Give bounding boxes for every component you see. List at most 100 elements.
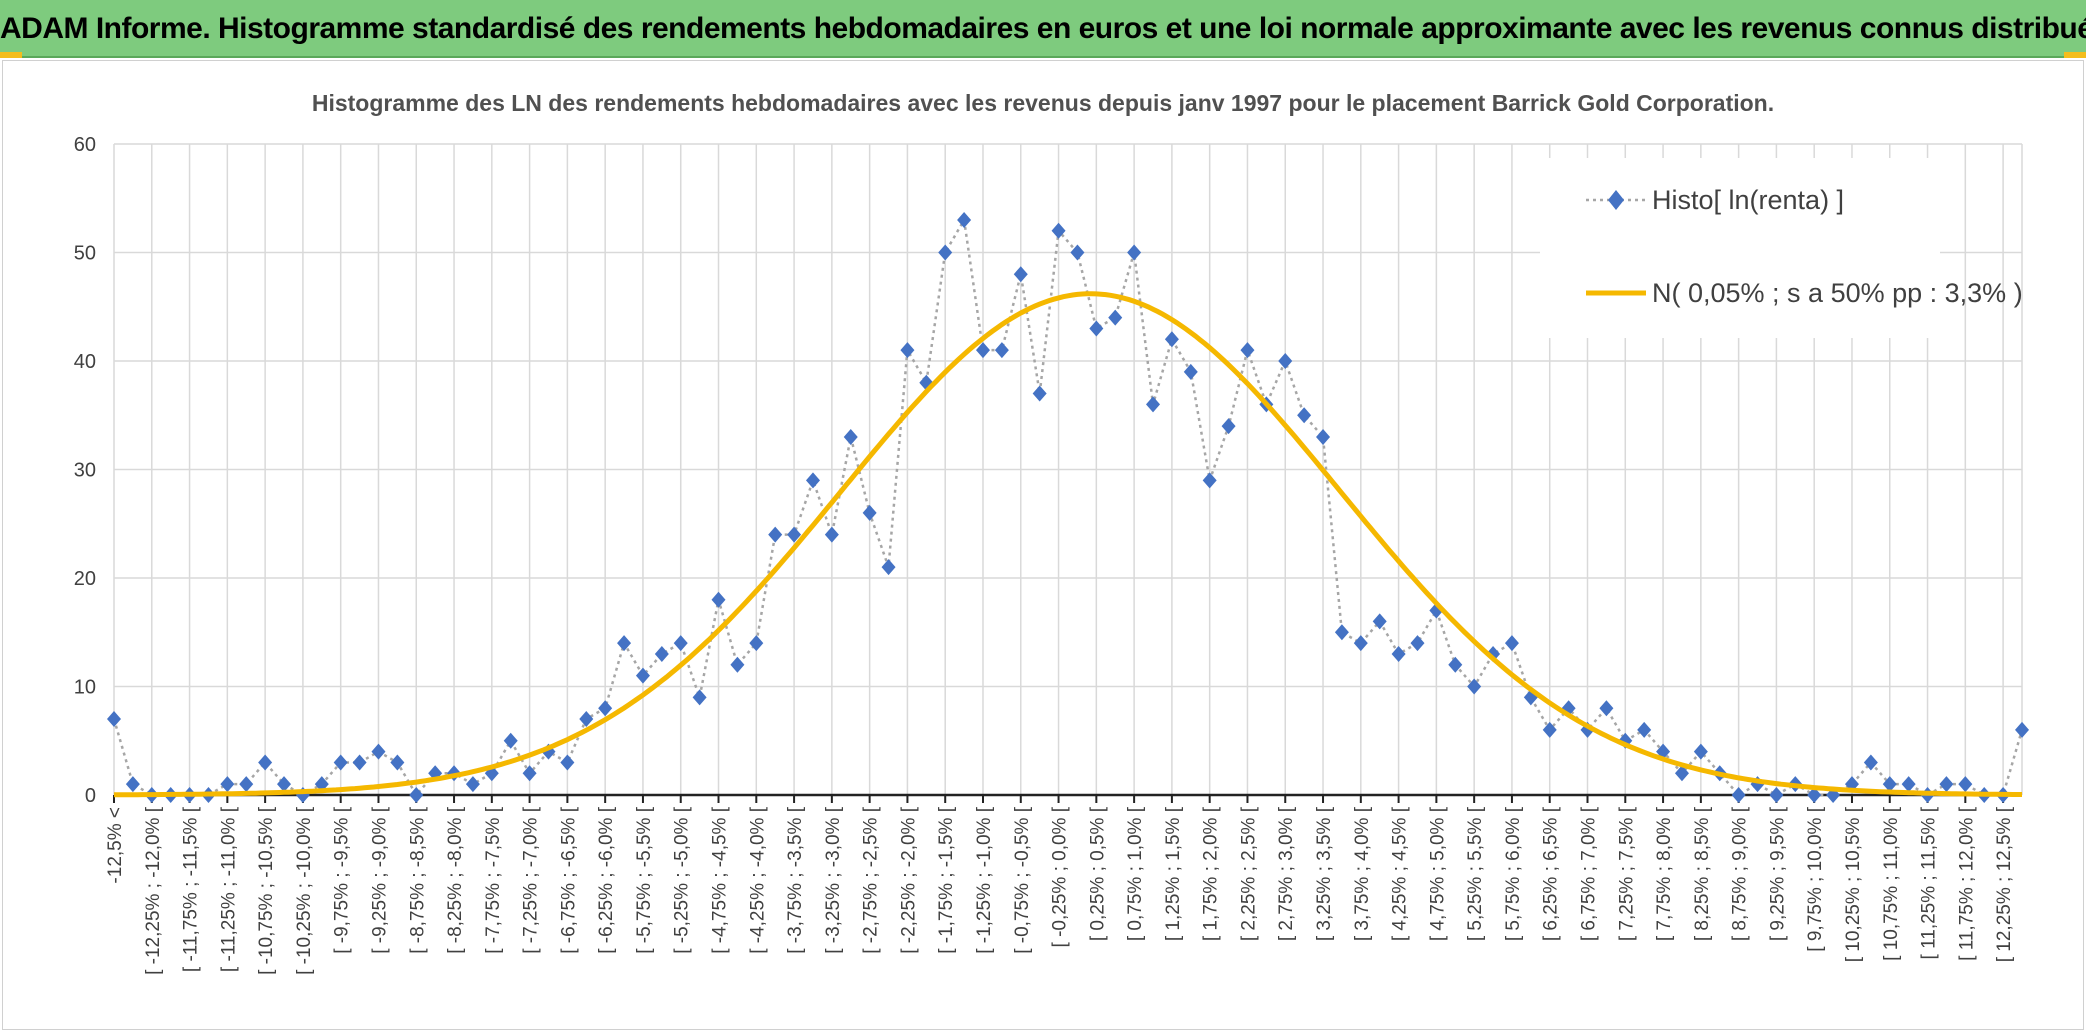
x-tick-label: [ 3,75% ; 4,0% [	[1352, 806, 1373, 941]
histogram-point	[1882, 776, 1897, 793]
histogram-point	[107, 711, 121, 728]
report-title: ADAM Informe. Histogramme standardisé de…	[0, 12, 2086, 45]
x-tick-label: [ 9,75% ; 10,0% [	[1805, 806, 1826, 951]
x-tick-label: [ 6,25% ; 6,5% [	[1541, 806, 1562, 941]
histogram-point	[730, 656, 745, 673]
histogram-point	[1070, 244, 1085, 261]
y-tick-label: 40	[74, 351, 96, 373]
histogram-point	[1542, 721, 1557, 738]
histogram-point	[465, 776, 480, 793]
histogram-point	[1240, 342, 1255, 359]
histogram-point	[1674, 765, 1689, 782]
histogram-point	[503, 732, 518, 749]
histogram-point	[1467, 678, 1482, 695]
histogram-point	[711, 591, 726, 608]
x-tick-label: [ -2,25% ; -2,0% [	[898, 806, 919, 954]
x-tick-label: [ 4,75% ; 5,0% [	[1427, 806, 1448, 941]
histogram-point	[938, 244, 953, 261]
y-tick-label: 10	[74, 677, 96, 699]
x-tick-label: [ 0,75% ; 1,0% [	[1125, 806, 1146, 941]
x-tick-label: [ 8,75% ; 9,0% [	[1730, 806, 1751, 941]
histogram-point	[1164, 331, 1179, 348]
x-tick-label: [ 6,75% ; 7,0% [	[1579, 806, 1600, 941]
histogram-point	[371, 743, 386, 760]
histogram-point	[1334, 624, 1349, 641]
histogram-point	[1410, 635, 1425, 652]
histogram-point	[900, 342, 915, 359]
x-tick-label: [ -1,25% ; -1,0% [	[974, 806, 995, 954]
gridlines	[113, 143, 2023, 795]
histogram-point	[1146, 396, 1161, 413]
histogram-point	[957, 211, 972, 228]
y-tick-label: 20	[74, 568, 96, 590]
histogram-point	[617, 635, 632, 652]
x-tick-label: [ -6,25% ; -6,0% [	[596, 806, 617, 954]
histogram-point	[1939, 776, 1954, 793]
histogram-point	[1599, 700, 1614, 717]
histogram-point	[125, 776, 140, 793]
histogram-point	[579, 711, 594, 728]
y-tick-label: 50	[74, 243, 96, 265]
histogram-point	[1032, 385, 1047, 402]
x-tick-label: [ 5,75% ; 6,0% [	[1503, 806, 1524, 941]
x-tick-label: [ -8,75% ; -8,5% [	[407, 806, 428, 954]
x-tick-label: [ 7,25% ; 7,5% [	[1616, 806, 1637, 941]
x-tick-label: [ 1,75% ; 2,0% [	[1201, 806, 1222, 941]
x-tick-label: [ 0,25% ; 0,5% [	[1087, 806, 1108, 941]
histogram-point	[975, 342, 990, 359]
histogram-point	[409, 787, 424, 803]
x-tick-label: [ -4,75% ; -4,5% [	[710, 806, 731, 954]
y-tick-label: 0	[85, 785, 96, 807]
x-tick-label: [ -10,25% ; -10,0% [	[294, 806, 315, 975]
x-tick-label: [ -0,75% ; -0,5% [	[1012, 806, 1033, 954]
histogram-point	[673, 635, 688, 652]
histogram-point	[352, 754, 367, 771]
x-tick-label: [ -11,25% ; -11,0% [	[218, 806, 239, 972]
y-tick-label: 60	[74, 134, 96, 156]
x-tick-label: [ -12,25% ; -12,0% [	[143, 806, 164, 975]
histogram-point	[768, 526, 783, 543]
legend-background	[1540, 158, 1940, 338]
histogram-point	[1316, 428, 1331, 445]
histogram-point	[635, 667, 650, 684]
histogram-point	[239, 776, 254, 793]
histogram-point	[390, 754, 405, 771]
histogram-point	[994, 342, 1009, 359]
x-tick-label: [ 3,25% ; 3,5% [	[1314, 806, 1335, 941]
chart-frame	[2, 60, 2084, 1030]
x-tick-label: [ -10,75% ; -10,5% [	[256, 806, 277, 975]
x-tick-label: [ 9,25% ; 9,5% [	[1767, 806, 1788, 941]
histogram-point	[333, 754, 348, 771]
histogram-point	[1693, 743, 1708, 760]
histogram-point	[1278, 353, 1293, 369]
histogram-point	[1127, 244, 1142, 261]
histogram-point	[220, 776, 235, 793]
x-tick-label: [ -2,75% ; -2,5% [	[861, 806, 882, 954]
x-tick-label: [ -5,25% ; -5,0% [	[672, 806, 693, 954]
x-tick-label: [ -9,25% ; -9,0% [	[369, 806, 390, 954]
histogram-point	[1391, 645, 1406, 662]
y-axis-ticks: 0 10 20 30 40 50 60	[74, 134, 96, 807]
histogram-point	[749, 635, 764, 652]
x-tick-label: [ -5,75% ; -5,5% [	[634, 806, 655, 954]
y-tick-label: 30	[74, 460, 96, 482]
x-tick-label: [ -7,75% ; -7,5% [	[483, 806, 504, 954]
x-tick-label: [ 4,25% ; 4,5% [	[1390, 806, 1411, 941]
x-tick-label: [ -0,25% ; 0,0% [	[1050, 806, 1071, 947]
histogram-point	[1372, 613, 1387, 630]
histogram-point	[1202, 472, 1217, 489]
histogram-point	[1769, 787, 1784, 803]
histogram-point	[1183, 363, 1198, 380]
histogram-point	[843, 428, 858, 445]
histogram-point	[1504, 635, 1519, 652]
histogram-point	[862, 504, 877, 521]
histogram-point	[1013, 266, 1028, 283]
x-tick-label: -12,5% <	[105, 807, 126, 884]
histogram-point	[1448, 656, 1463, 673]
legend-histo-label: Histo[ ln(renta) ]	[1652, 185, 1844, 215]
histogram-point	[1863, 754, 1878, 771]
x-tick-label: [ 8,25% ; 8,5% [	[1692, 806, 1713, 941]
histogram-point	[692, 689, 707, 706]
histogram-point	[258, 754, 273, 771]
